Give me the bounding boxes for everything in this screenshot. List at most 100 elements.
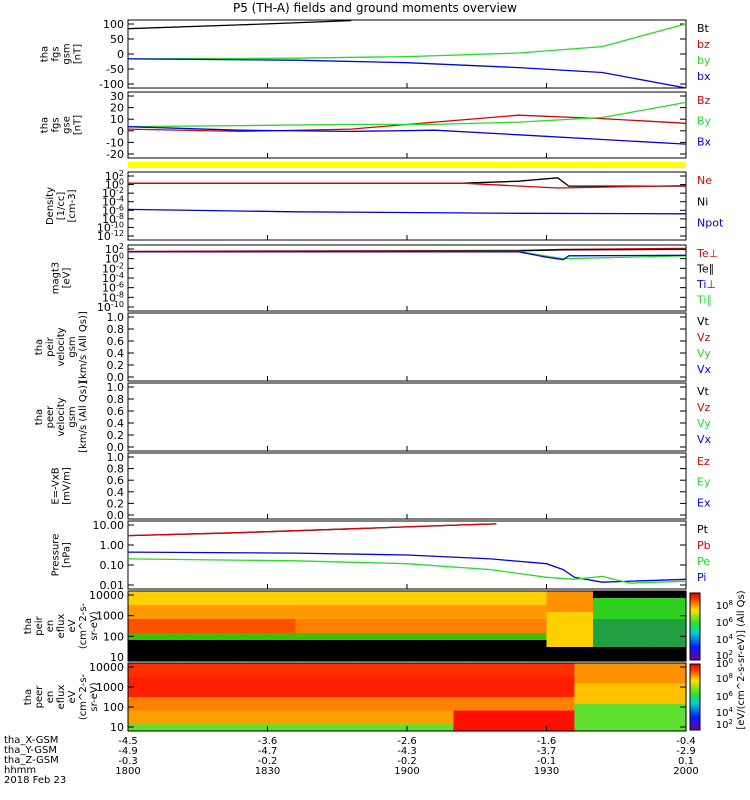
panel-peer-eflux-cell: [565, 690, 575, 698]
panel-peer-eflux-cell: [593, 676, 603, 684]
panel-peer-eflux-cell: [286, 703, 296, 712]
panel-peer-eflux-cell: [323, 690, 334, 698]
panel-peir-eflux-cell: [593, 640, 603, 648]
panel-peer-eflux-cell: [230, 710, 241, 718]
panel-peer-eflux-cell: [667, 676, 678, 684]
colorbar-tick-label: 102: [716, 718, 733, 731]
panel-peer-eflux-cell: [444, 724, 455, 732]
panel-peir-eflux-cell: [630, 591, 641, 599]
panel-peir-eflux-cell: [667, 626, 678, 634]
panel-peer-eflux-cell: [239, 683, 250, 691]
panel-peer-eflux-cell: [462, 724, 473, 732]
panel-peer-eflux-cell: [658, 683, 668, 691]
panel-peer-eflux-cell: [351, 683, 362, 691]
panel-fgs-gse-ytick-label: -10: [106, 136, 124, 149]
panel-peer-eflux-cell: [193, 710, 203, 718]
panel-peir-eflux-cell: [174, 647, 185, 655]
panel-peer-vel-ylabel: gsm: [67, 406, 78, 427]
panel-peir-eflux-cell: [379, 605, 389, 613]
panel-peer-eflux-cell: [295, 703, 306, 712]
panel-peir-eflux-cell: [537, 598, 548, 606]
panel-peer-eflux-cell: [574, 676, 585, 684]
panel-peer-eflux-cell: [574, 683, 585, 691]
panel-peer-eflux-cell: [155, 690, 166, 698]
panel-peer-eflux-cell: [221, 703, 231, 712]
panel-peer-eflux-cell: [509, 676, 520, 684]
panel-peir-eflux-cell: [221, 633, 231, 641]
panel-peir-eflux-cell: [444, 591, 455, 599]
panel-peer-eflux-cell: [537, 690, 548, 698]
panel-peir-eflux-cell: [388, 640, 399, 648]
panel-peir-eflux-cell: [369, 605, 380, 613]
panel-peir-eflux-cell: [630, 654, 641, 662]
panel-peir-eflux-cell: [546, 612, 557, 620]
panel-peer-eflux-cell: [248, 717, 259, 725]
panel-peer-eflux-cell: [295, 683, 306, 691]
panel-peer-eflux-cell: [341, 669, 352, 678]
panel-peir-eflux-cell: [165, 612, 176, 620]
panel-peir-eflux-cell: [146, 647, 157, 655]
footer-row-z: tha_Z-GSM: [4, 755, 59, 766]
panel-peir-eflux-cell: [379, 633, 389, 641]
panel-peer-eflux-cell: [369, 710, 380, 718]
panel-peir-eflux-cell: [546, 591, 557, 599]
panel-peir-eflux-cell: [453, 647, 464, 655]
panel-peir-eflux-cell: [295, 654, 306, 662]
panel-peer-eflux-cell: [332, 697, 343, 705]
panel-peer-eflux-cell: [304, 717, 315, 725]
panel-peir-eflux-cell: [434, 619, 445, 627]
panel-fgs-gse-series-green: [127, 101, 687, 128]
panel-peer-eflux-cell: [444, 663, 455, 671]
panel-peir-eflux-cell: [267, 605, 278, 613]
panel-peir-eflux-cell: [546, 654, 557, 662]
panel-peir-eflux-cell: [500, 640, 510, 648]
xaxis-tha_X-GSM-value: -2.6: [397, 736, 417, 747]
panel-peer-eflux-cell: [630, 669, 641, 678]
panel-pressure-ytick-label: 0.01: [100, 579, 125, 592]
panel-peer-eflux-cell: [202, 717, 213, 725]
panel-peer-eflux-cell: [500, 697, 510, 705]
panel-peir-vel-ytick-label: 1.0: [107, 311, 125, 324]
panel-peer-eflux-cell: [565, 676, 575, 684]
panel-peir-eflux-cell: [295, 598, 306, 606]
panel-peer-eflux-cell: [444, 697, 455, 705]
panel-peir-eflux-ylabel: tha: [23, 618, 34, 634]
panel-peir-eflux-cell: [304, 626, 315, 634]
panel-peer-eflux-cell: [648, 697, 659, 705]
panel-peer-eflux-cell: [174, 724, 185, 732]
panel-peir-eflux-cell: [490, 619, 501, 627]
panel-peir-eflux-cell: [667, 598, 678, 606]
panel-peer-eflux-cell: [155, 710, 166, 718]
panel-peir-eflux-cell: [667, 612, 678, 620]
panel-peer-eflux-cell: [155, 669, 166, 678]
panel-peir-eflux-cell: [397, 591, 408, 599]
panel-efield-ylabel: E=-VxB: [51, 467, 62, 504]
panel-peir-eflux-cell: [128, 640, 138, 648]
panel-peer-eflux-cell: [314, 710, 324, 718]
panel-peir-eflux-cell: [462, 619, 473, 627]
panel-peer-eflux-cell: [639, 669, 650, 678]
panel-peer-eflux-cell: [193, 676, 203, 684]
panel-peer-eflux-cell: [574, 669, 585, 678]
panel-peer-eflux-cell: [360, 663, 371, 671]
panel-peir-eflux-cell: [537, 633, 548, 641]
panel-peir-eflux-cell: [314, 619, 324, 627]
panel-peer-eflux-cell: [388, 663, 399, 671]
panel-peer-eflux-cell: [369, 697, 380, 705]
panel-peir-eflux-cell: [434, 640, 445, 648]
panel-peer-eflux-cell: [295, 697, 306, 705]
panel-temp-ytick-label: 100: [105, 252, 124, 266]
panel-peer-eflux-cell: [555, 697, 566, 705]
panel-peer-eflux-cell: [611, 697, 622, 705]
panel-peir-eflux-cell: [202, 626, 213, 634]
panel-peer-eflux-cell: [583, 697, 594, 705]
panel-peir-eflux-cell: [341, 633, 352, 641]
panel-peer-eflux-cell: [267, 724, 278, 732]
xaxis-tha_X-GSM-value: -3.6: [258, 736, 278, 747]
panel-peer-eflux-cell: [379, 663, 389, 671]
panel-peer-eflux-cell: [211, 717, 222, 725]
panel-peir-eflux-cell: [146, 612, 157, 620]
panel-peir-eflux-cell: [137, 598, 148, 606]
panel-peer-eflux-cell: [314, 724, 324, 732]
panel-peir-vel-ytick-label: 0.4: [107, 347, 125, 360]
